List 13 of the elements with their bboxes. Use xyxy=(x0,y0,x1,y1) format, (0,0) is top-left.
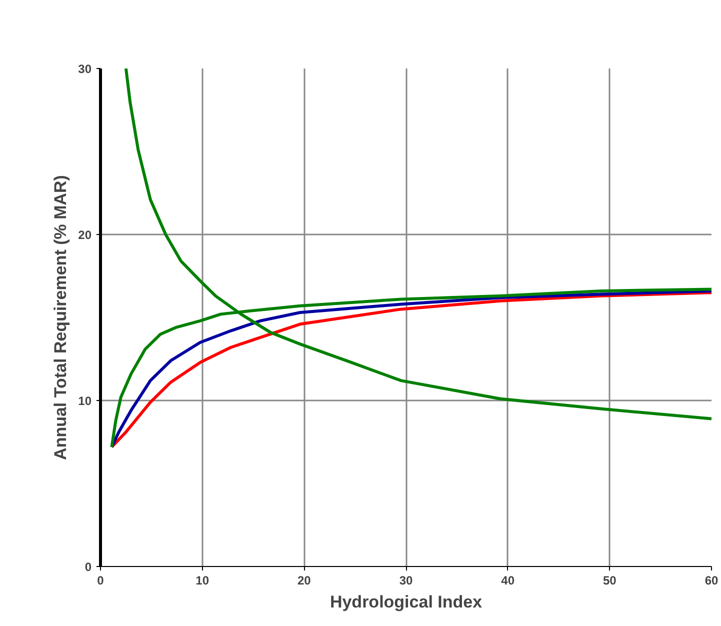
y-tick-label: 20 xyxy=(78,228,92,242)
y-tick-label: 30 xyxy=(78,62,92,76)
x-tick-label: 50 xyxy=(602,574,617,588)
x-axis-title: Hydrological Index xyxy=(330,592,483,612)
x-tick-label: 20 xyxy=(297,574,312,588)
y-tick-label: 10 xyxy=(78,394,92,408)
y-axis-title: Annual Total Requirement (% MAR) xyxy=(51,175,70,460)
x-tick-label: 30 xyxy=(399,574,413,588)
x-tick-label: 60 xyxy=(704,574,718,588)
y-tick-label: 0 xyxy=(84,560,92,574)
x-tick-label: 10 xyxy=(196,574,210,588)
x-tick-label: 40 xyxy=(501,574,515,588)
x-tick-label: 0 xyxy=(97,574,104,588)
